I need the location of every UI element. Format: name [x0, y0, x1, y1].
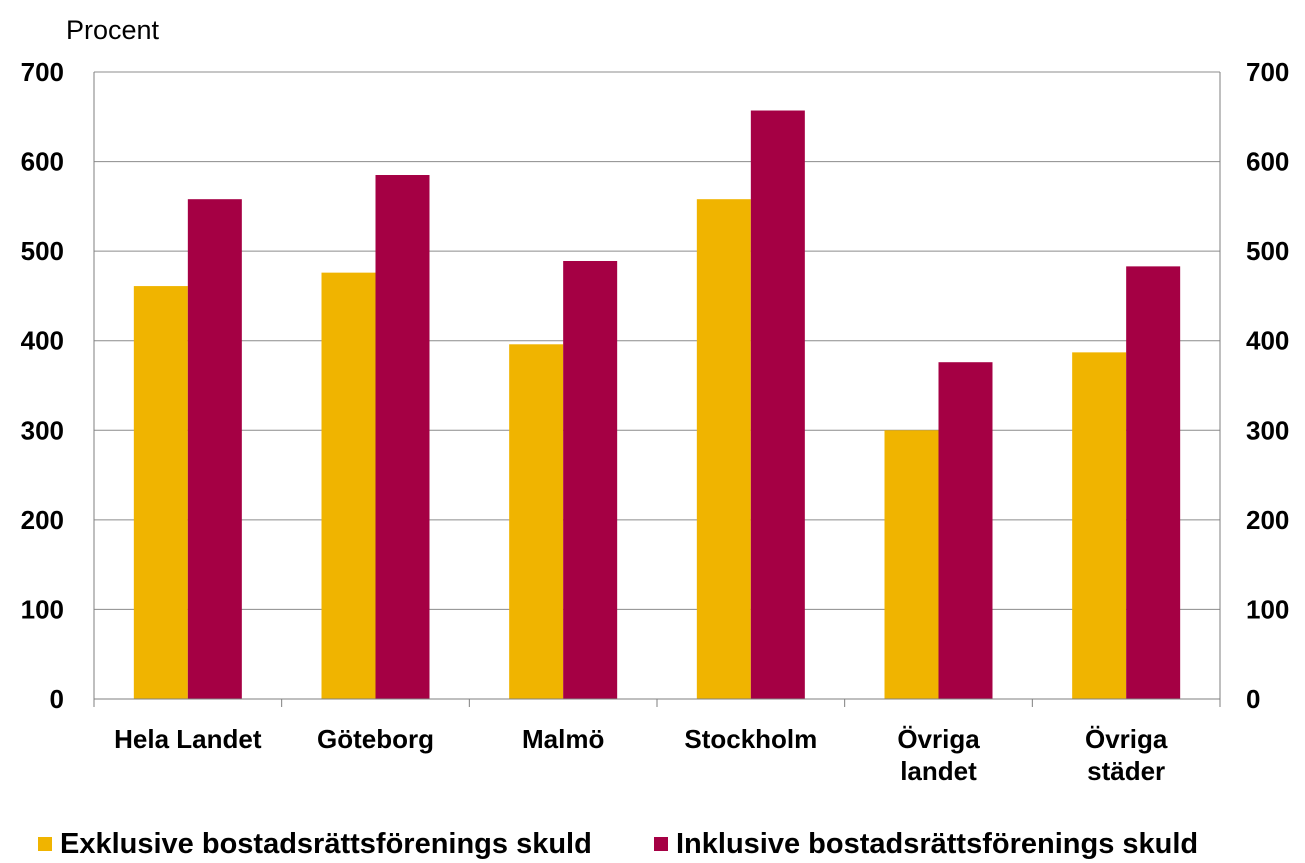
y-tick-label-right: 500	[1246, 236, 1289, 266]
y-tick-label-right: 300	[1246, 415, 1289, 445]
x-category-label: Stockholm	[684, 724, 817, 754]
x-category-label: Hela Landet	[114, 724, 262, 754]
y-tick-label-left: 300	[21, 415, 64, 445]
y-tick-label-left: 500	[21, 236, 64, 266]
y-unit-label: Procent	[66, 15, 160, 45]
x-category-label: Övriga	[897, 724, 980, 754]
y-tick-label-left: 400	[21, 326, 64, 356]
bar-exklusive	[321, 272, 376, 699]
legend-label: Inklusive bostadsrättsförenings skuld	[676, 828, 1198, 860]
bar-inklusive	[750, 110, 805, 699]
x-category-label: landet	[900, 756, 977, 786]
x-category-label: Övriga	[1085, 724, 1168, 754]
legend-swatch	[654, 837, 668, 851]
y-tick-label-left: 200	[21, 505, 64, 535]
legend: Exklusive bostadsrättsförenings skuld Ink…	[38, 828, 1198, 860]
gridlines	[94, 71, 1220, 610]
bar-exklusive	[884, 430, 939, 699]
legend-swatch	[38, 837, 52, 851]
x-axis: Hela Landet Göteborg Malmö Stockholm Övrigal…	[114, 724, 1168, 786]
y-tick-label-left: 700	[21, 57, 64, 87]
bar-exklusive	[509, 344, 564, 699]
bars	[133, 110, 1181, 700]
bar-exklusive	[1072, 352, 1127, 699]
bar-inklusive	[375, 175, 430, 699]
bar-exklusive	[696, 199, 751, 700]
axes	[93, 72, 1221, 707]
bar-inklusive	[1126, 266, 1181, 699]
legend-label: Exklusive bostadsrättsförenings skuld	[60, 828, 592, 860]
y-tick-label-right: 700	[1246, 57, 1289, 87]
y-tick-label-left: 600	[21, 147, 64, 177]
y-tick-label-left: 0	[50, 684, 64, 714]
y-tick-label-right: 100	[1246, 594, 1289, 624]
x-category-label: städer	[1087, 756, 1165, 786]
bar-inklusive	[938, 362, 993, 699]
x-category-label: Malmö	[522, 724, 604, 754]
y-tick-label-right: 400	[1246, 326, 1289, 356]
y-tick-label-left: 100	[21, 594, 64, 624]
y-axis-right: 0 100 200 300 400 500 600 700	[1246, 57, 1289, 714]
x-category-label: Göteborg	[317, 724, 434, 754]
y-axis-left: 0 100 200 300 400 500 600 700	[21, 57, 64, 714]
y-tick-label-right: 0	[1246, 684, 1260, 714]
bar-inklusive	[563, 260, 618, 699]
bar-inklusive	[187, 199, 242, 700]
bar-exklusive	[133, 286, 188, 699]
y-tick-label-right: 200	[1246, 505, 1289, 535]
y-tick-label-right: 600	[1246, 147, 1289, 177]
